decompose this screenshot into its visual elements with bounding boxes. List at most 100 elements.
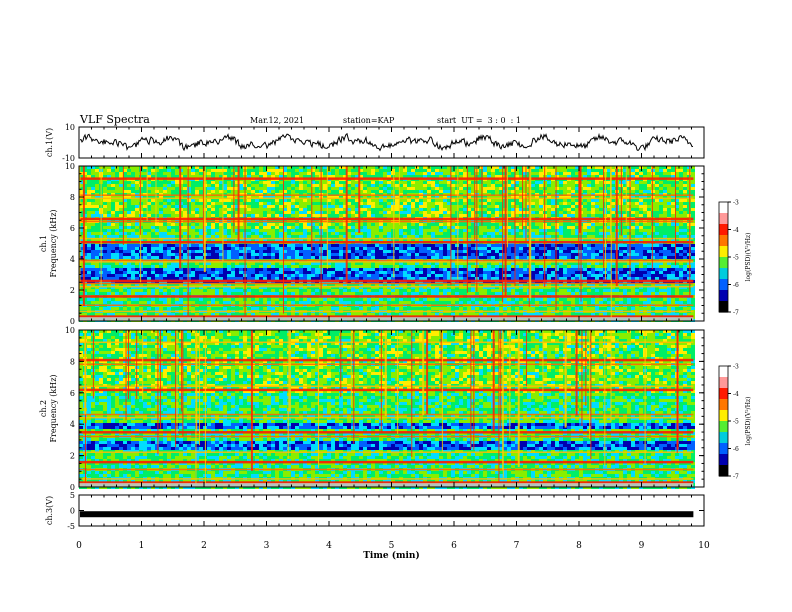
sferic-streak: [481, 166, 483, 226]
spectral-line: [79, 197, 694, 200]
colorbar-tick-label: -4: [733, 391, 739, 398]
spectral-line: [79, 217, 694, 221]
sferic-streak: [159, 330, 161, 429]
sferic-streak: [157, 330, 159, 455]
x-tick-label: 6: [451, 541, 457, 551]
sferic-streak: [581, 330, 583, 427]
sferic-streak: [578, 166, 581, 233]
sferic-streak: [92, 330, 94, 399]
sferic-streak: [204, 330, 206, 487]
sferic-streak: [139, 166, 141, 235]
x-tick-label: 5: [389, 541, 395, 551]
sferic-streak: [466, 166, 468, 293]
sferic-streak: [398, 166, 400, 225]
sferic-streak: [176, 330, 178, 434]
x-tick-label: 7: [514, 541, 520, 551]
sferic-streak: [128, 330, 130, 400]
sferic-streak: [288, 330, 291, 412]
sferic-streak: [502, 330, 504, 470]
sferic-streak: [198, 330, 200, 446]
date-label: Mar.12, 2021: [250, 116, 305, 125]
sferic-streak: [282, 166, 284, 314]
spectral-line: [79, 416, 694, 419]
sferic-streak: [450, 166, 452, 286]
sferic-streak: [202, 166, 204, 250]
sferic-streak: [181, 330, 183, 412]
y-tick-label: -5: [67, 522, 75, 531]
sferic-streak: [525, 166, 527, 244]
y-tick-label: 2: [70, 286, 75, 295]
sferic-streak: [380, 330, 382, 432]
spectral-line: [79, 282, 694, 285]
spectral-line: [79, 315, 694, 318]
sferic-streak: [589, 330, 591, 440]
y-tick-label: -10: [62, 154, 75, 163]
sferic-streak: [250, 330, 253, 471]
sferic-streak: [175, 330, 177, 448]
sferic-streak: [585, 330, 587, 406]
sferic-streak: [84, 330, 87, 415]
sferic-streak: [345, 166, 348, 283]
colorbar: [719, 202, 728, 313]
sferic-streak: [514, 166, 516, 287]
x-tick-label: 8: [576, 541, 582, 551]
spectral-line: [79, 220, 694, 223]
sferic-streak: [474, 166, 476, 240]
station-label: station=KAP: [343, 116, 395, 125]
x-axis-label: Time (min): [363, 550, 420, 561]
y-tick-label: 0: [70, 483, 75, 492]
sferic-streak: [82, 166, 85, 306]
sferic-streak: [504, 166, 507, 297]
sferic-streak: [544, 166, 546, 288]
sferic-streak: [689, 166, 691, 298]
sferic-streak: [492, 330, 495, 434]
sferic-streak: [136, 330, 138, 399]
sferic-streak: [610, 330, 612, 423]
sferic-streak: [244, 166, 246, 318]
sferic-streak: [317, 330, 319, 406]
x-tick-label: 9: [639, 541, 645, 551]
spectral-line: [79, 451, 694, 453]
sferic-streak: [195, 330, 197, 487]
start-time-label: start UT = 3 : 0 : 1: [437, 116, 521, 125]
sferic-streak: [457, 166, 459, 280]
sferic-streak: [411, 330, 413, 457]
sferic-streak: [578, 166, 580, 271]
sferic-streak: [506, 166, 508, 248]
spectral-line: [79, 261, 694, 263]
spectral-line: [79, 481, 694, 484]
y-tick-label: 2: [70, 452, 75, 461]
colorbar-tick-label: -7: [733, 474, 739, 481]
y-axis-label: ch.1: [39, 235, 48, 252]
spectral-line: [79, 295, 694, 298]
sferic-streak: [441, 330, 443, 453]
sferic-streak: [590, 330, 592, 460]
y-tick-label: 10: [65, 326, 75, 335]
colorbar-tick-label: -6: [733, 446, 739, 453]
colorbar-tick-label: -4: [733, 227, 739, 234]
y-tick-label: 0: [70, 507, 75, 516]
sferic-streak: [353, 330, 355, 444]
x-tick-label: 10: [698, 541, 710, 551]
y-tick-label: 5: [70, 491, 75, 500]
sferic-streak: [517, 330, 520, 468]
y-axis-label: Frequency (kHz): [49, 209, 58, 277]
sferic-streak: [555, 166, 557, 311]
chart-title: VLF Spectra: [80, 113, 150, 126]
sferic-streak: [676, 330, 678, 453]
sferic-streak: [182, 330, 184, 437]
y-tick-label: 8: [70, 357, 75, 366]
y-tick-label: 0: [70, 317, 75, 326]
low-frequency-band: [79, 483, 694, 487]
spectral-line: [79, 194, 694, 196]
y-tick-label: 4: [70, 420, 75, 429]
y-axis-label: ch.2: [39, 400, 48, 417]
colorbar-tick-label: -5: [733, 419, 739, 426]
sferic-streak: [237, 166, 240, 243]
colorbar-tick-label: -3: [733, 364, 739, 371]
sferic-streak: [620, 166, 622, 236]
x-tick-label: 0: [76, 541, 82, 551]
x-tick-label: 4: [326, 541, 332, 551]
sferic-streak: [287, 330, 289, 459]
sferic-streak: [580, 166, 582, 302]
